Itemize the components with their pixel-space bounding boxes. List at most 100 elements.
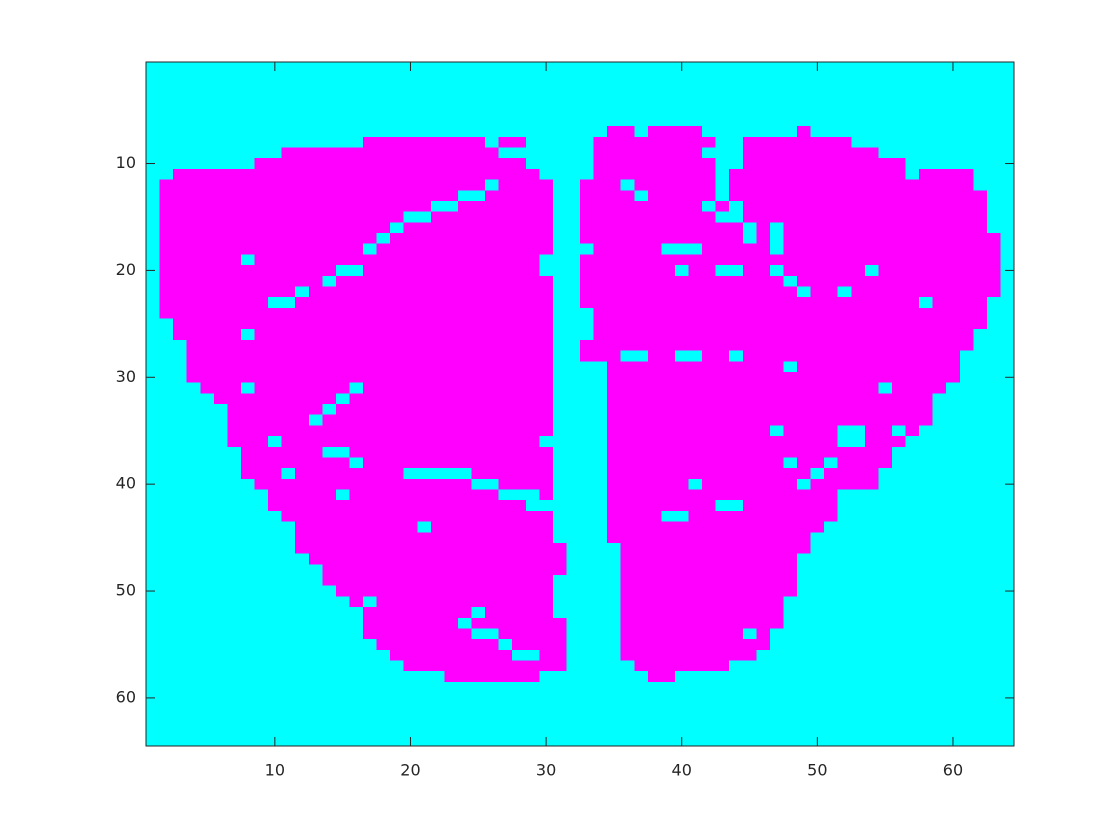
cell	[308, 703, 323, 715]
cell	[742, 222, 757, 234]
cell	[837, 542, 852, 555]
cell	[457, 371, 473, 384]
cell	[620, 382, 635, 394]
cell	[213, 168, 228, 181]
cell	[308, 735, 323, 747]
cell	[973, 361, 988, 373]
cell	[593, 735, 608, 747]
cell	[756, 703, 771, 715]
cell	[973, 94, 988, 106]
cell	[824, 521, 839, 533]
cell	[390, 158, 405, 170]
cell	[308, 94, 323, 106]
cell	[146, 639, 161, 651]
cell	[946, 115, 961, 127]
cell	[417, 510, 432, 523]
cell	[525, 596, 540, 608]
cell	[539, 371, 554, 384]
cell	[729, 414, 744, 426]
cell	[240, 542, 256, 555]
cell	[634, 222, 649, 234]
cell	[851, 211, 866, 223]
cell	[498, 147, 513, 159]
cell	[146, 115, 161, 127]
cell	[661, 446, 676, 459]
cell	[593, 254, 608, 266]
cell	[769, 628, 785, 640]
cell	[349, 724, 364, 736]
cell	[322, 607, 337, 619]
cell	[457, 275, 473, 288]
cell	[159, 83, 174, 95]
cell	[566, 735, 581, 747]
cell	[810, 446, 825, 459]
cell	[729, 724, 744, 736]
cell	[661, 94, 676, 106]
cell	[837, 425, 852, 437]
cell	[390, 617, 405, 630]
cell	[281, 639, 296, 651]
cell	[213, 115, 228, 127]
cell	[376, 585, 391, 597]
cell	[403, 243, 418, 255]
cell	[946, 168, 961, 181]
cell	[159, 318, 174, 330]
cell	[430, 607, 445, 619]
cell	[566, 350, 581, 362]
cell	[403, 200, 418, 213]
cell	[959, 72, 974, 84]
cell	[878, 478, 893, 491]
cell	[240, 500, 256, 512]
cell	[607, 532, 622, 544]
cell	[919, 564, 934, 576]
cell	[363, 404, 378, 416]
cell	[769, 233, 785, 245]
cell	[240, 147, 256, 159]
cell	[240, 713, 256, 726]
cell	[539, 478, 554, 491]
cell	[363, 542, 378, 555]
cell	[146, 649, 161, 662]
cell	[932, 564, 947, 576]
cell	[824, 532, 839, 544]
cell	[959, 639, 974, 651]
cell	[186, 639, 201, 651]
cell	[661, 735, 676, 747]
cell	[702, 649, 717, 662]
cell	[430, 211, 445, 223]
cell	[756, 158, 771, 170]
cell	[322, 532, 337, 544]
cell	[959, 83, 974, 95]
cell	[688, 371, 703, 384]
cell	[295, 126, 310, 138]
cell	[200, 94, 215, 106]
cell	[498, 126, 513, 138]
cell	[851, 254, 866, 266]
cell	[173, 414, 188, 426]
cell	[335, 596, 351, 608]
cell	[240, 275, 256, 288]
cell	[240, 158, 256, 170]
cell	[756, 275, 771, 288]
cell	[240, 671, 256, 683]
cell	[430, 617, 445, 630]
cell	[797, 62, 812, 74]
cell	[363, 671, 378, 683]
cell	[674, 297, 690, 309]
cell	[417, 713, 432, 726]
cell	[593, 72, 608, 84]
cell	[457, 136, 473, 149]
cell	[702, 307, 717, 320]
cell	[240, 243, 256, 255]
cell	[959, 222, 974, 234]
cell	[864, 628, 879, 640]
cell	[919, 147, 934, 159]
cell	[878, 94, 893, 106]
cell	[647, 639, 662, 651]
cell	[566, 126, 581, 138]
cell	[457, 361, 473, 373]
cell	[607, 735, 622, 747]
cell	[512, 136, 527, 149]
cell	[485, 329, 500, 341]
cell	[1000, 222, 1015, 234]
